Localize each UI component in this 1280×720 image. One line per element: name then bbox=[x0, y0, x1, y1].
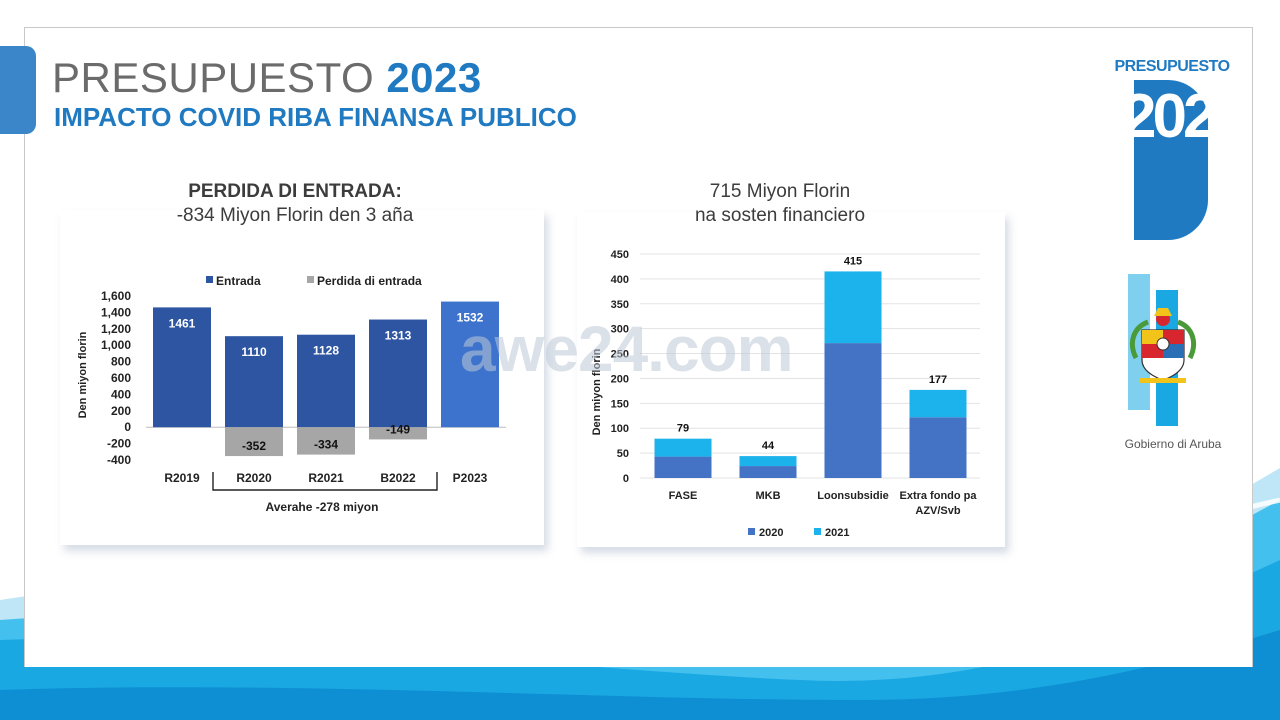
brand-shape bbox=[1134, 80, 1208, 240]
page-subtitle: IMPACTO COVID RIBA FINANSA PUBLICO bbox=[54, 102, 577, 132]
government-name: Gobierno di Aruba bbox=[1124, 437, 1222, 451]
right-chart-title-line1: 715 Miyon Florin bbox=[709, 181, 851, 202]
brand-label: PRESUPUESTO bbox=[1114, 58, 1230, 75]
title-year: 2023 bbox=[386, 54, 482, 101]
left-chart-title: PERDIDA DI ENTRADA: -834 Miyon Florin de… bbox=[120, 180, 470, 228]
budget-brand-logo: PRESUPUESTO 2023 bbox=[1102, 58, 1248, 248]
left-accent-bar bbox=[0, 46, 36, 134]
left-chart-title-line1: PERDIDA DI ENTRADA: bbox=[188, 181, 402, 202]
chart-panel-right bbox=[577, 212, 1005, 547]
right-chart-title-line2: na sosten financiero bbox=[694, 205, 866, 226]
brand-year: 2023 bbox=[1122, 82, 1248, 151]
watermark: awe24.com bbox=[460, 313, 794, 385]
aruba-coat-of-arms-icon bbox=[1128, 274, 1196, 426]
left-chart-title-line2: -834 Miyon Florin den 3 aña bbox=[176, 205, 414, 226]
page-title: PRESUPUESTO 2023 bbox=[52, 54, 482, 102]
title-word: PRESUPUESTO bbox=[52, 54, 375, 101]
right-chart-title: 715 Miyon Florin na sosten financiero bbox=[620, 180, 940, 228]
